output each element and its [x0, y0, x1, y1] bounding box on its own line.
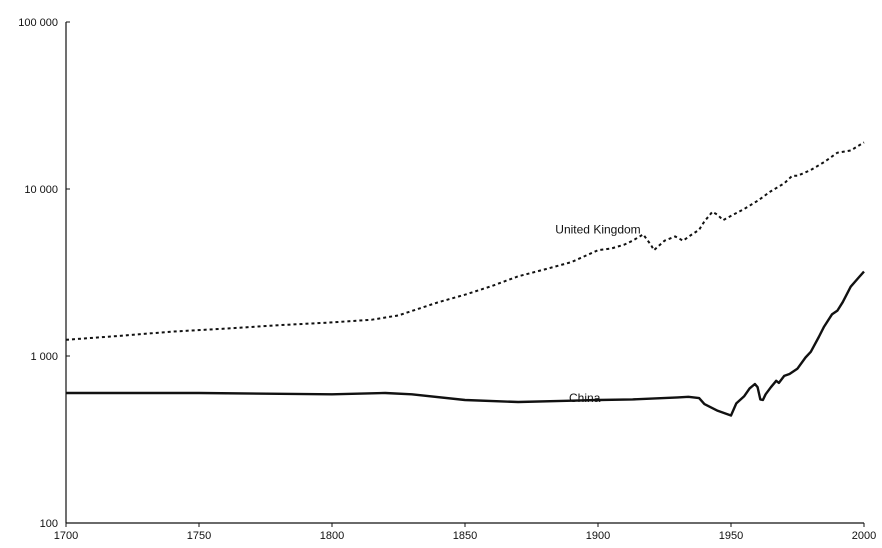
y-axis-ticks: 100 000 10 000 1 000 100 — [18, 17, 70, 530]
x-tick-label: 2000 — [852, 530, 876, 542]
y-tick-label: 10 000 — [24, 184, 58, 196]
axes — [65, 22, 864, 524]
x-axis-ticks: 1700 1750 1800 1850 1900 1950 2000 — [54, 523, 876, 542]
series-label-china: China — [569, 391, 601, 405]
x-tick-label: 1800 — [320, 530, 344, 542]
x-tick-label: 1950 — [719, 530, 743, 542]
series-label-united-kingdom: United Kingdom — [555, 223, 640, 237]
series-line-united-kingdom — [65, 141, 865, 341]
y-tick-label: 1 000 — [30, 351, 58, 363]
x-tick-label: 1750 — [187, 530, 211, 542]
series-labels: United Kingdom China — [555, 223, 640, 405]
series-layer — [65, 141, 865, 417]
y-tick-label: 100 000 — [18, 17, 58, 29]
x-tick-label: 1850 — [453, 530, 477, 542]
series-line-china — [66, 270, 865, 417]
x-tick-label: 1700 — [54, 530, 78, 542]
y-tick-label: 100 — [40, 518, 58, 530]
x-tick-label: 1900 — [586, 530, 610, 542]
